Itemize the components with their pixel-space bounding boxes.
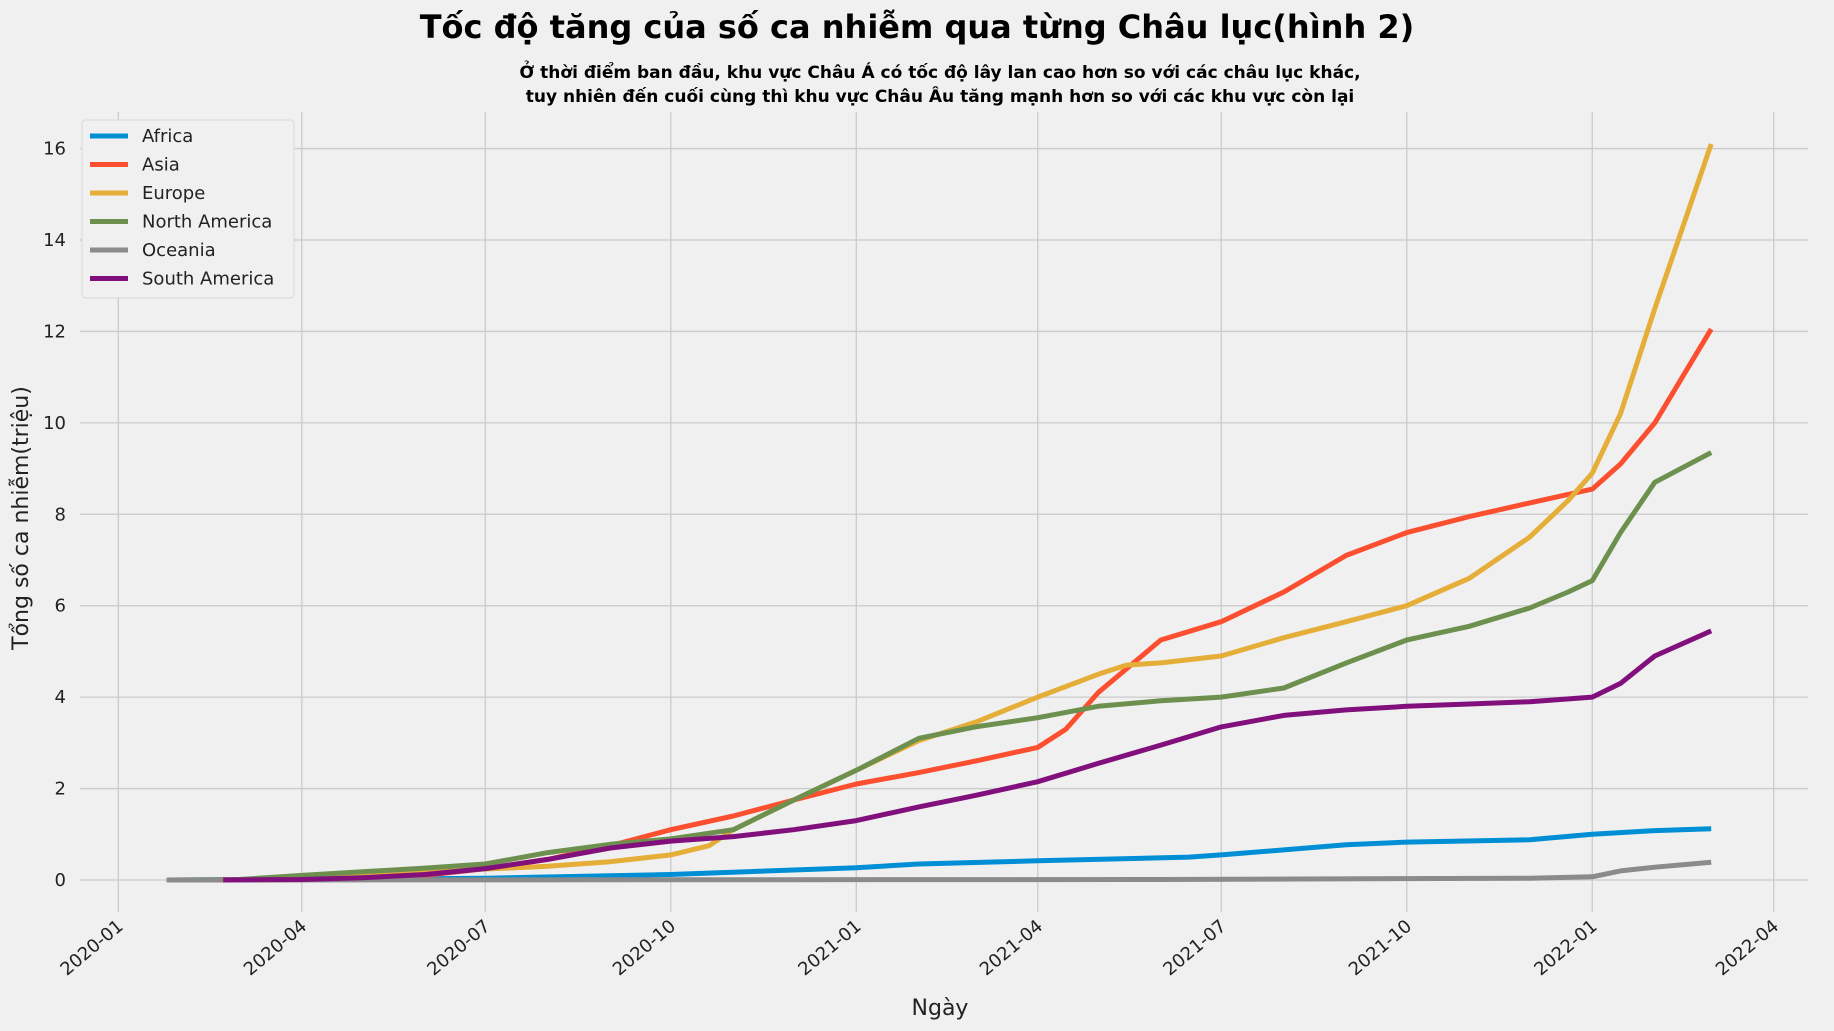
grid [80, 112, 1808, 912]
y-tick-label: 4 [55, 687, 66, 708]
y-axis-label: Tổng số ca nhiễm(triệu) [8, 386, 34, 651]
series-line-europe [223, 143, 1714, 883]
y-tick-label: 0 [55, 870, 66, 891]
legend-label: South America [142, 269, 274, 290]
legend-label: Asia [142, 155, 180, 176]
y-tick-label: 10 [43, 413, 66, 434]
y-tick-label: 8 [55, 504, 66, 525]
legend-box [81, 119, 295, 299]
x-axis-label: Ngày [912, 996, 969, 1021]
legend: Africa Asia Europe North America Oceania Sout… [81, 119, 295, 299]
y-tick-label: 12 [43, 321, 66, 342]
y-tick-label: 14 [43, 230, 66, 251]
series-line-oceania [166, 859, 1712, 883]
chart-title: Tốc độ tăng của số ca nhiễm qua từng Châ… [420, 8, 1415, 46]
legend-label: Oceania [142, 240, 216, 261]
y-tick-label: 6 [55, 596, 66, 617]
legend-label: Europe [142, 183, 205, 204]
legend-label: Africa [142, 126, 193, 147]
series-line-north-america [166, 450, 1713, 883]
series-line-south-america [223, 628, 1713, 883]
chart-subtitle-line-2: tuy nhiên đến cuối cùng thì khu vực Châu… [526, 85, 1355, 107]
y-tick-label: 16 [43, 139, 66, 160]
legend-label: North America [142, 212, 272, 233]
chart-subtitle-line-1: Ở thời điểm ban đầu, khu vực Châu Á có t… [519, 59, 1360, 83]
series-line-africa [166, 826, 1712, 883]
series-lines [166, 143, 1714, 883]
y-tick-label: 2 [55, 779, 66, 800]
